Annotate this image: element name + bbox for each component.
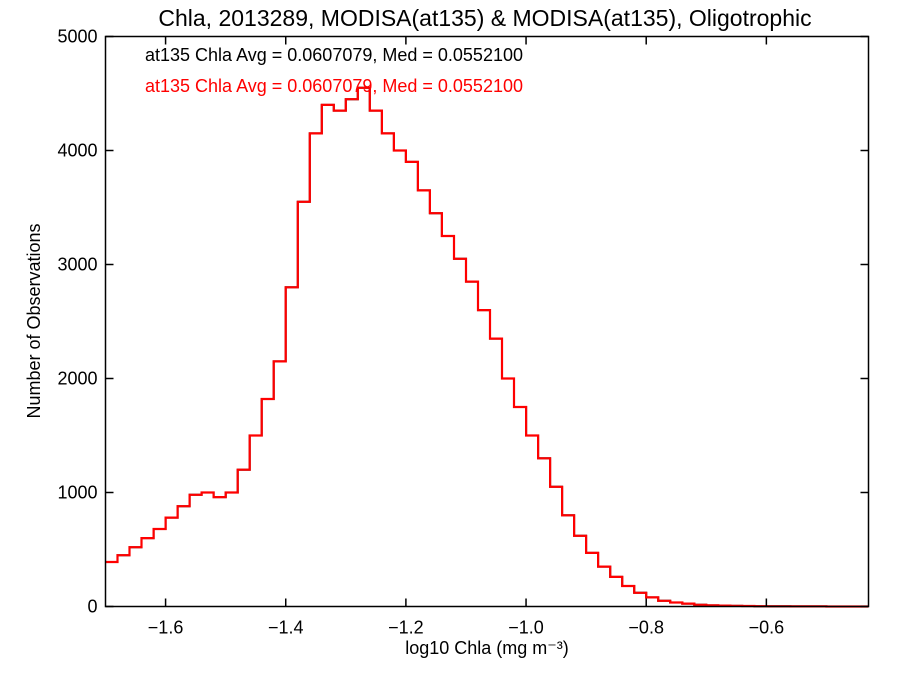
y-axis-ticks: 0 1000 2000 3000 4000 5000 [57,27,869,617]
series-line-1 [105,86,869,608]
y-tick-label: 3000 [57,255,97,275]
x-tick-label: −0.6 [749,618,785,638]
x-axis-ticks: −1.6 −1.4 −1.2 −1.0 −0.8 −0.6 [148,36,785,638]
y-tick-label: 1000 [57,483,97,503]
x-tick-label: −1.2 [388,618,424,638]
annotation-red: at135 Chla Avg = 0.0607079, Med = 0.0552… [145,76,523,96]
x-tick-label: −1.4 [268,618,304,638]
y-tick-label: 5000 [57,27,97,47]
series-layer [105,86,869,608]
y-tick-label: 4000 [57,141,97,161]
x-tick-label: −0.8 [628,618,664,638]
y-axis-label: Number of Observations [24,223,44,418]
y-tick-label: 2000 [57,369,97,389]
chart-title: Chla, 2013289, MODISA(at135) & MODISA(at… [158,5,811,31]
annotation-black: at135 Chla Avg = 0.0607079, Med = 0.0552… [145,45,523,65]
x-tick-label: −1.6 [148,618,184,638]
x-axis-label: log10 Chla (mg m⁻³) [405,638,569,658]
y-tick-label: 0 [87,597,97,617]
x-tick-label: −1.0 [508,618,544,638]
plot-frame [104,35,870,608]
